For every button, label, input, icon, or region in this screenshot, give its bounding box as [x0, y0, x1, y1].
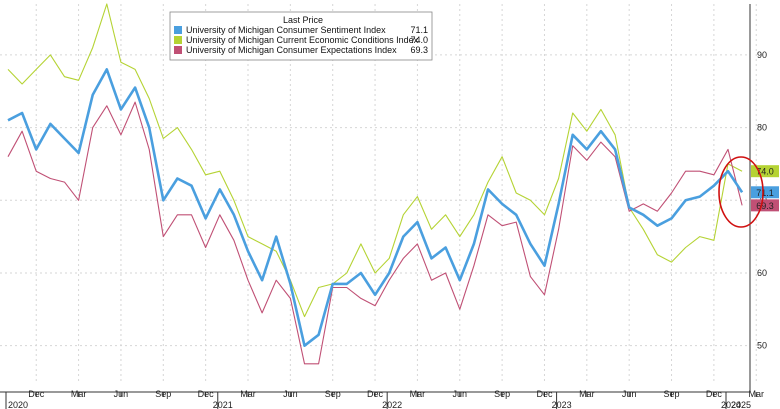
series-line — [7, 3, 743, 318]
legend-swatch — [174, 26, 182, 34]
x-tick-label: Mar — [240, 389, 256, 399]
x-year-label: 2021 — [213, 400, 233, 409]
x-tick-label: Jun — [283, 389, 298, 399]
series-line — [7, 101, 743, 365]
legend-title: Last Price — [283, 15, 323, 25]
grid-lines — [0, 4, 757, 382]
x-year-label: 2025 — [731, 400, 751, 409]
legend: Last Price University of Michigan Consum… — [169, 11, 433, 61]
x-tick-label: Dec — [367, 389, 384, 399]
x-year-label: 2023 — [552, 400, 572, 409]
last-value-labels: 71.1 74.0 69.3 — [751, 165, 779, 212]
highlight-ellipse — [718, 156, 764, 228]
y-tick-label: 80 — [757, 123, 767, 133]
x-year-label: 2024 — [721, 400, 741, 409]
x-tick-label: Sep — [155, 389, 171, 399]
legend-series-name: University of Michigan Current Economic … — [186, 35, 419, 45]
y-tick-label: 60 — [757, 268, 767, 278]
legend-box — [169, 11, 433, 61]
x-tick-label: Dec — [536, 389, 553, 399]
annotations — [718, 156, 764, 228]
x-tick-label: Sep — [325, 389, 341, 399]
x-tick-label: Mar — [71, 389, 87, 399]
last-value-tag — [751, 199, 779, 212]
last-value-label: 69.3 — [756, 201, 774, 211]
x-axis: Dec Mar Jun Sep Dec Mar Jun Sep Dec Mar Jun Sep Dec M… — [0, 389, 764, 409]
legend-series-value: 69.3 — [410, 45, 428, 55]
y-tick-label: 50 — [757, 341, 767, 351]
x-tick-label: Dec — [198, 389, 215, 399]
legend-series-name: University of Michigan Consumer Expectat… — [186, 45, 397, 55]
last-value-label: 71.1 — [756, 188, 774, 198]
last-value-label: 74.0 — [756, 167, 774, 177]
legend-series-value: 71.1 — [410, 25, 428, 35]
legend-swatch — [174, 46, 182, 54]
x-tick-label: Jun — [453, 389, 468, 399]
x-tick-label: Mar — [579, 389, 595, 399]
x-tick-label: Mar — [748, 389, 764, 399]
x-tick-label: Dec — [706, 389, 723, 399]
last-value-tag — [751, 186, 779, 199]
x-tick-label: Jun — [114, 389, 129, 399]
x-tick-label: Dec — [28, 389, 45, 399]
legend-series-value: 74.0 — [410, 35, 428, 45]
legend-swatch — [174, 36, 182, 44]
x-year-label: 2022 — [382, 400, 402, 409]
series-line — [7, 68, 744, 348]
series-lines — [7, 3, 744, 365]
legend-series-name: University of Michigan Consumer Sentimen… — [186, 25, 386, 35]
x-tick-label: Sep — [664, 389, 680, 399]
x-tick-label: Mar — [410, 389, 426, 399]
y-tick-label: 90 — [757, 50, 767, 60]
x-year-label: 2020 — [8, 400, 28, 409]
x-tick-label: Sep — [494, 389, 510, 399]
x-tick-label: Jun — [622, 389, 637, 399]
